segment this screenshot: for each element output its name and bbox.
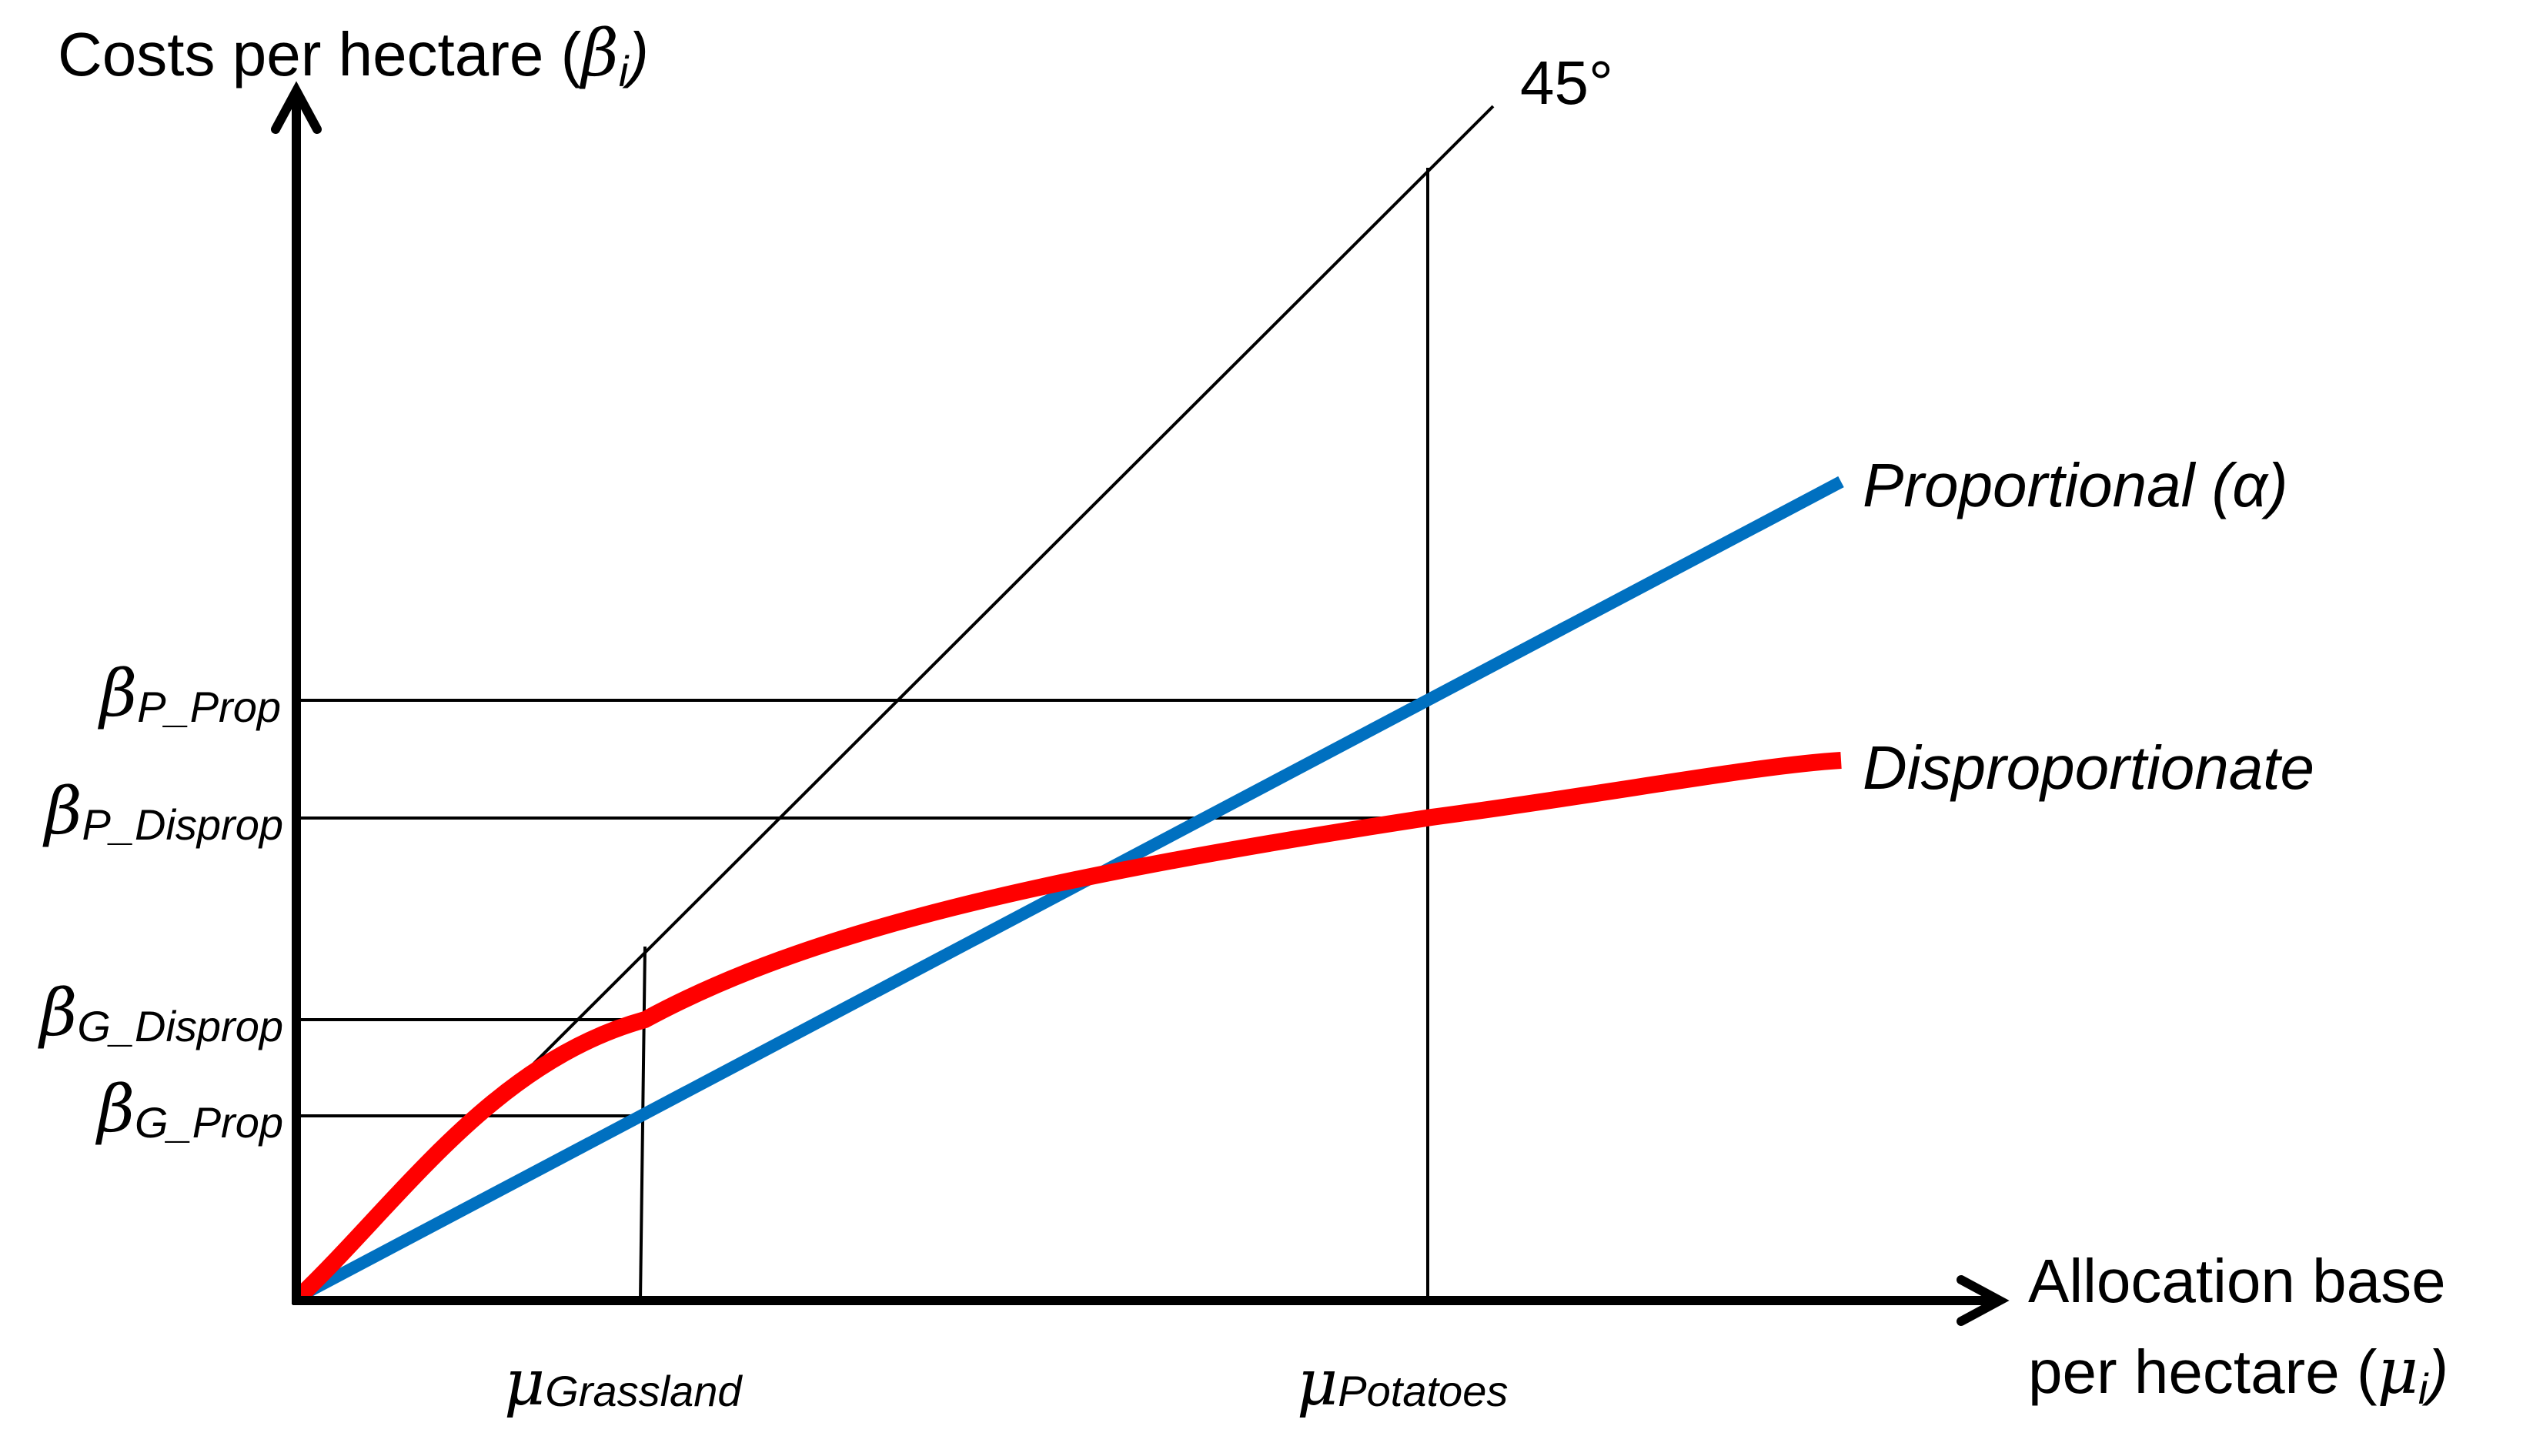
y-axis-title: Costs per hectare (βi) [58,15,649,95]
x-marker-grassland: μGrassland [504,1347,743,1420]
x-axis-arrowhead [1957,1275,2010,1326]
disproportionate-label: Disproportionate [1863,733,2314,802]
y-marker-g-prop: βG_Prop [95,1071,283,1147]
y-marker-g-disprop: βG_Disprop [38,975,283,1050]
proportional-label: Proportional (α) [1863,451,2288,519]
forty-five-degree-label: 45° [1520,48,1613,117]
x-marker-potatoes: μPotatoes [1297,1347,1508,1420]
y-marker-p-disprop: βP_Disprop [42,773,283,849]
y-axis-arrowhead [271,81,322,134]
x-axis-title-line2: per hectare (μi) [2028,1335,2448,1413]
y-marker-p-prop: βP_Prop [98,656,281,731]
x-axis-title-line1: Allocation base [2028,1247,2446,1315]
disproportionate-curve [292,752,1842,1304]
guide-vertical-grassland [639,946,647,1301]
